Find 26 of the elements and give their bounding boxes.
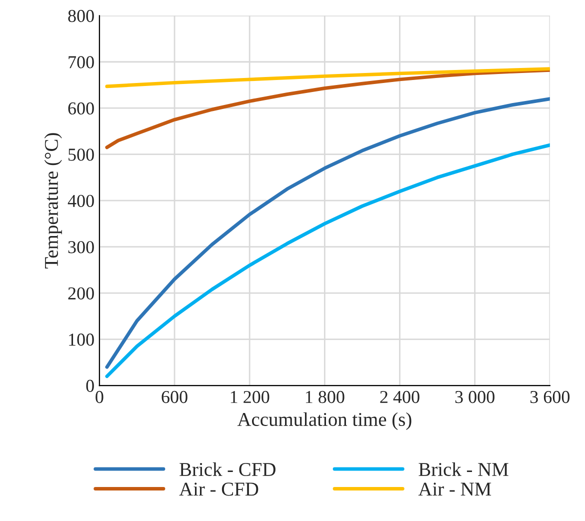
line-series (105, 97, 550, 369)
legend-label: Brick - CFD (180, 462, 276, 476)
x-tick-label: 0 (96, 390, 104, 404)
line-series (105, 68, 550, 150)
y-tick-label: 400 (68, 194, 94, 208)
x-tick-label: 600 (162, 390, 188, 404)
x-tick-label: 1 800 (306, 390, 344, 404)
x-tick-label: 1 200 (230, 390, 270, 404)
y-tick-label: 0 (86, 380, 94, 392)
y-axis-title: Temperature (°C) (44, 133, 62, 268)
legend-label: Air - NM (418, 482, 492, 496)
y-tick-label: 700 (68, 56, 94, 68)
x-tick-label: 2 400 (380, 390, 420, 404)
x-tick-label: 3 000 (455, 390, 494, 404)
y-tick-label: 300 (68, 241, 94, 254)
y-tick-label: 600 (68, 102, 94, 115)
y-tick-label: 500 (68, 148, 94, 161)
y-tick-label: 800 (68, 10, 94, 22)
x-axis-title: Accumulation time (s) (237, 412, 412, 430)
legend-label: Brick - NM (418, 462, 508, 476)
line-series (105, 143, 550, 378)
y-tick-label: 200 (68, 287, 94, 300)
legend-label: Air - CFD (179, 482, 258, 496)
line-series (105, 67, 550, 88)
y-tick-label: 100 (69, 334, 94, 346)
x-tick-label: 3 600 (530, 390, 570, 404)
